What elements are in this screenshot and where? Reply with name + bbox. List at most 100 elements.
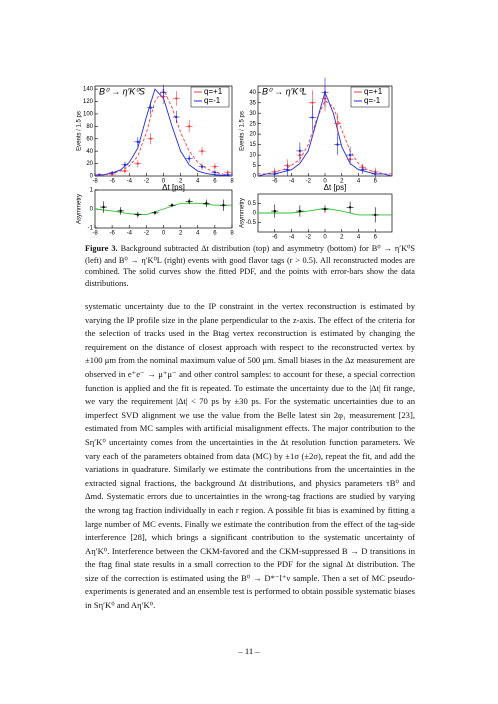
y-tick-label: -0.5	[246, 220, 257, 226]
x-tick-label: 6	[374, 179, 378, 185]
y-axis-label: Asymmetry	[240, 198, 246, 228]
y-tick-label: 0	[90, 207, 94, 213]
y-tick-label: -1	[88, 226, 94, 232]
y-tick-label: 80	[86, 124, 93, 130]
data-point	[213, 165, 217, 168]
x-tick-label: 6	[374, 235, 378, 240]
page-number: – 11 –	[238, 646, 260, 656]
x-tick-label: -8	[92, 179, 98, 185]
data-point	[298, 149, 302, 153]
x-tick-label: 8	[230, 231, 234, 237]
legend-label: q=+1	[204, 87, 223, 96]
caption: Figure 3. Background subtracted Δt distr…	[85, 243, 415, 289]
data-point	[286, 168, 289, 171]
data-point	[123, 163, 127, 167]
data-point	[273, 172, 276, 176]
x-tick-label: -2	[144, 179, 150, 185]
data-point	[162, 91, 165, 94]
data-point	[119, 209, 122, 213]
data-point	[123, 169, 127, 173]
y-tick-label: 20	[86, 161, 93, 167]
x-tick-label: -8	[92, 231, 98, 237]
data-point	[110, 171, 114, 175]
x-tick-label: 6	[213, 231, 217, 237]
x-tick-label: -4	[289, 235, 295, 240]
y-tick-label: 40	[86, 149, 93, 155]
y-tick-label: 0.5	[248, 201, 257, 207]
x-tick-label: 2	[340, 235, 344, 240]
x-tick-label: 4	[196, 179, 200, 185]
y-tick-label: 60	[86, 136, 93, 142]
y-tick-label: 0	[253, 211, 257, 217]
data-point	[102, 205, 105, 209]
y-tick-label: 20	[249, 132, 256, 138]
y-tick-label: 15	[249, 142, 256, 148]
data-point	[200, 149, 204, 153]
data-point	[187, 125, 191, 128]
data-point	[205, 202, 208, 205]
x-tick-label: -4	[127, 179, 133, 185]
y-tick-label: 10	[249, 153, 256, 159]
caption-label: Figure 3.	[85, 244, 118, 253]
x-tick-label: -6	[272, 179, 278, 185]
data-point	[336, 122, 339, 125]
data-point	[226, 173, 229, 176]
y-tick-label: 120	[83, 99, 94, 105]
data-point	[323, 208, 327, 211]
data-point	[98, 173, 101, 176]
data-point	[323, 91, 327, 94]
data-point	[170, 204, 174, 207]
body-text: systematic uncertainty due to the IP con…	[85, 301, 415, 611]
x-tick-label: -2	[306, 179, 312, 185]
x-tick-label: -6	[109, 179, 115, 185]
y-tick-label: 35	[249, 100, 256, 106]
y-axis-label: Events / 1.5 ps	[240, 111, 246, 151]
data-point	[136, 213, 140, 216]
x-tick-label: 6	[213, 179, 217, 185]
fit-curve	[258, 99, 392, 175]
data-point	[311, 116, 314, 119]
data-point	[336, 143, 339, 146]
y-axis-label: Events / 1.5 ps	[77, 111, 83, 151]
x-tick-label: -4	[289, 179, 295, 185]
x-axis-label: Δt [ps]	[324, 183, 347, 192]
y-axis-label: Asymmetry	[77, 194, 83, 224]
x-tick-label: 4	[196, 231, 200, 237]
x-tick-label: 0	[162, 231, 166, 237]
x-tick-label: 2	[179, 231, 183, 237]
data-point	[200, 165, 204, 168]
y-tick-label: 0	[253, 174, 257, 180]
data-point	[361, 168, 364, 171]
x-tick-label: 0	[323, 235, 327, 240]
data-point	[348, 153, 352, 157]
x-tick-label: 4	[357, 179, 361, 185]
data-point	[149, 137, 152, 140]
y-tick-label: 5	[253, 163, 257, 169]
data-point	[149, 106, 152, 109]
x-tick-label: 2	[340, 179, 344, 185]
x-tick-label: -6	[272, 235, 278, 240]
panel-title: B⁰ → η′K⁰L	[262, 86, 307, 96]
caption-text: Background subtracted Δt distribution (t…	[85, 244, 415, 288]
data-point	[153, 211, 157, 214]
x-tick-label: -6	[109, 231, 115, 237]
x-tick-label: 4	[357, 235, 361, 240]
y-tick-label: 1	[90, 188, 94, 194]
y-tick-label: 30	[249, 111, 256, 117]
x-axis-label: Δt [ps]	[162, 183, 185, 192]
data-point	[311, 101, 314, 104]
y-tick-label: 100	[83, 112, 94, 118]
data-point	[187, 200, 191, 203]
data-point	[273, 209, 276, 213]
x-tick-label: 8	[230, 179, 234, 185]
x-tick-label: 0	[162, 179, 166, 185]
data-point	[374, 213, 377, 217]
data-point	[298, 209, 302, 213]
x-tick-label: -2	[306, 235, 312, 240]
y-tick-label: 40	[249, 90, 256, 96]
y-tick-label: 25	[249, 121, 256, 127]
x-tick-label: 2	[179, 179, 183, 185]
data-point	[226, 171, 229, 174]
data-point	[213, 171, 217, 174]
